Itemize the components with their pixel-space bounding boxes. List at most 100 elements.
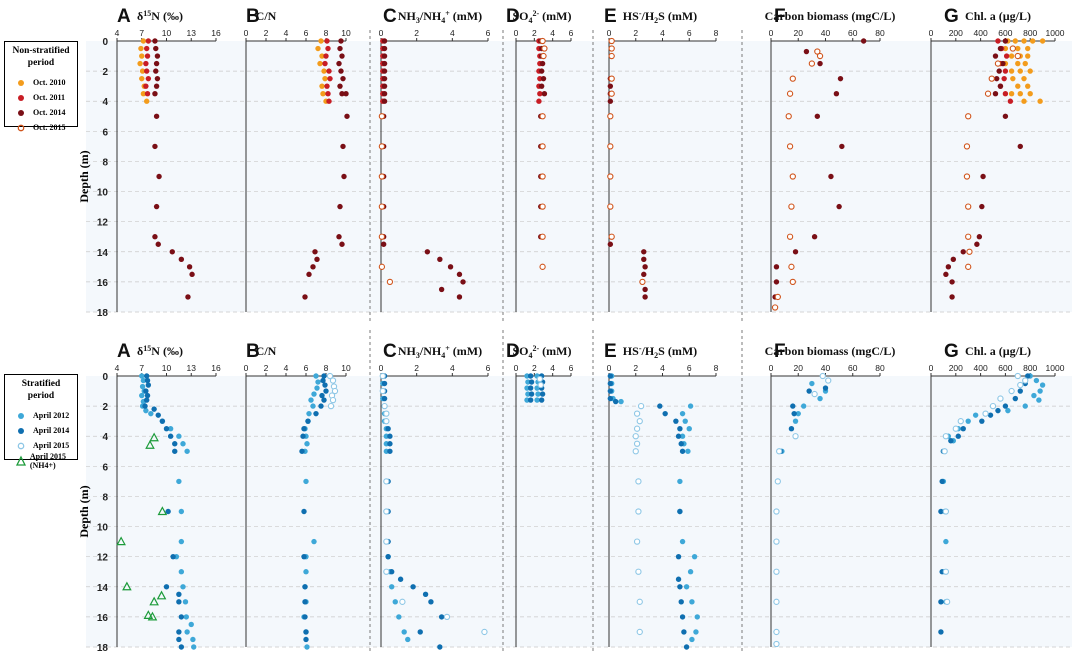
- data-point: [1017, 381, 1024, 389]
- data-point: [786, 143, 794, 150]
- data-point: [148, 410, 154, 417]
- data-point: [156, 590, 167, 600]
- x-tick-label: 4: [284, 28, 289, 38]
- data-point: [189, 271, 195, 278]
- data-point: [325, 90, 331, 97]
- x-tick-label: 4: [115, 28, 120, 38]
- data-point: [155, 412, 161, 418]
- y-tick-label: 6: [102, 127, 108, 138]
- data-point: [176, 599, 182, 605]
- data-point: [320, 90, 326, 97]
- data-point: [178, 644, 185, 650]
- x-tick-label: 6: [304, 28, 309, 38]
- x-tick-label: 2: [414, 28, 419, 38]
- x-tick-label: 40: [821, 363, 831, 373]
- data-point: [679, 614, 686, 620]
- data-point: [535, 391, 541, 397]
- data-point: [633, 440, 641, 447]
- data-point: [773, 264, 780, 270]
- data-point: [321, 373, 327, 379]
- data-point: [539, 60, 546, 67]
- x-tick-label: 0: [607, 28, 612, 38]
- panel-title: NH3/NH4+ (mM): [398, 9, 482, 25]
- data-point: [677, 584, 683, 590]
- data-point: [169, 249, 175, 255]
- data-point: [945, 264, 952, 270]
- data-point: [1039, 38, 1046, 44]
- x-tick-label: 2: [414, 363, 419, 373]
- data-point: [397, 576, 404, 582]
- panel-title: δ15N (‰): [137, 344, 183, 358]
- data-point: [145, 38, 152, 44]
- x-tick-label: 60: [848, 363, 858, 373]
- data-point: [178, 256, 185, 263]
- data-point: [144, 373, 150, 379]
- data-point: [188, 621, 194, 628]
- data-point: [773, 640, 780, 648]
- data-point: [792, 249, 799, 255]
- data-point: [965, 418, 971, 424]
- data-point: [995, 38, 1001, 44]
- data-point: [1025, 83, 1031, 89]
- data-point: [1015, 45, 1021, 52]
- data-point: [996, 68, 1002, 74]
- x-tick-label: 0: [929, 363, 934, 373]
- legend-label: Oct. 2015: [33, 123, 66, 132]
- panel-title: NH3/NH4+ (mM): [398, 344, 482, 360]
- x-tick-label: 6: [486, 363, 491, 373]
- data-point: [338, 68, 344, 74]
- x-tick-label: 4: [450, 28, 455, 38]
- x-tick-label: 80: [875, 363, 885, 373]
- data-point: [326, 98, 332, 104]
- data-point: [301, 425, 307, 432]
- data-point: [1037, 388, 1043, 394]
- data-point: [806, 388, 812, 394]
- data-point: [378, 233, 386, 240]
- data-point: [539, 173, 546, 180]
- data-point: [311, 538, 317, 545]
- data-point: [527, 385, 534, 391]
- legend-label: Oct. 2011: [33, 93, 65, 102]
- panel-title: Chl. a (µg/L): [965, 9, 1031, 23]
- x-tick-label: 200: [949, 363, 963, 373]
- data-point: [1002, 38, 1009, 44]
- data-point: [685, 448, 691, 454]
- data-point: [410, 584, 416, 590]
- panel-letter: F: [774, 6, 786, 27]
- data-point: [1029, 38, 1036, 44]
- data-point: [1025, 45, 1031, 52]
- dot-icon: [15, 77, 27, 89]
- data-point: [339, 90, 345, 97]
- data-point: [140, 377, 147, 384]
- data-point: [673, 418, 679, 424]
- data-point: [641, 271, 647, 278]
- data-point: [381, 98, 388, 104]
- data-point: [381, 380, 388, 387]
- data-point: [147, 611, 158, 621]
- data-point: [387, 433, 393, 439]
- data-point: [137, 60, 143, 67]
- triangle-icon: [15, 455, 27, 467]
- data-point: [385, 425, 391, 432]
- y-tick-label: 10: [97, 188, 109, 199]
- data-point: [155, 241, 161, 247]
- data-point: [662, 410, 668, 417]
- data-point: [618, 398, 624, 405]
- data-point: [687, 403, 694, 409]
- data-point: [144, 377, 151, 384]
- x-tick-label: 4: [660, 363, 665, 373]
- data-point: [607, 203, 614, 210]
- data-point: [343, 90, 349, 97]
- data-point: [381, 83, 388, 89]
- data-point: [380, 241, 387, 247]
- data-point: [825, 377, 832, 384]
- data-point: [682, 418, 688, 424]
- data-point: [339, 53, 345, 59]
- data-point: [381, 395, 388, 402]
- data-point: [938, 629, 944, 635]
- data-point: [1017, 143, 1023, 150]
- data-point: [310, 264, 316, 270]
- data-point: [657, 403, 663, 409]
- data-point: [456, 294, 463, 300]
- data-point: [145, 75, 152, 82]
